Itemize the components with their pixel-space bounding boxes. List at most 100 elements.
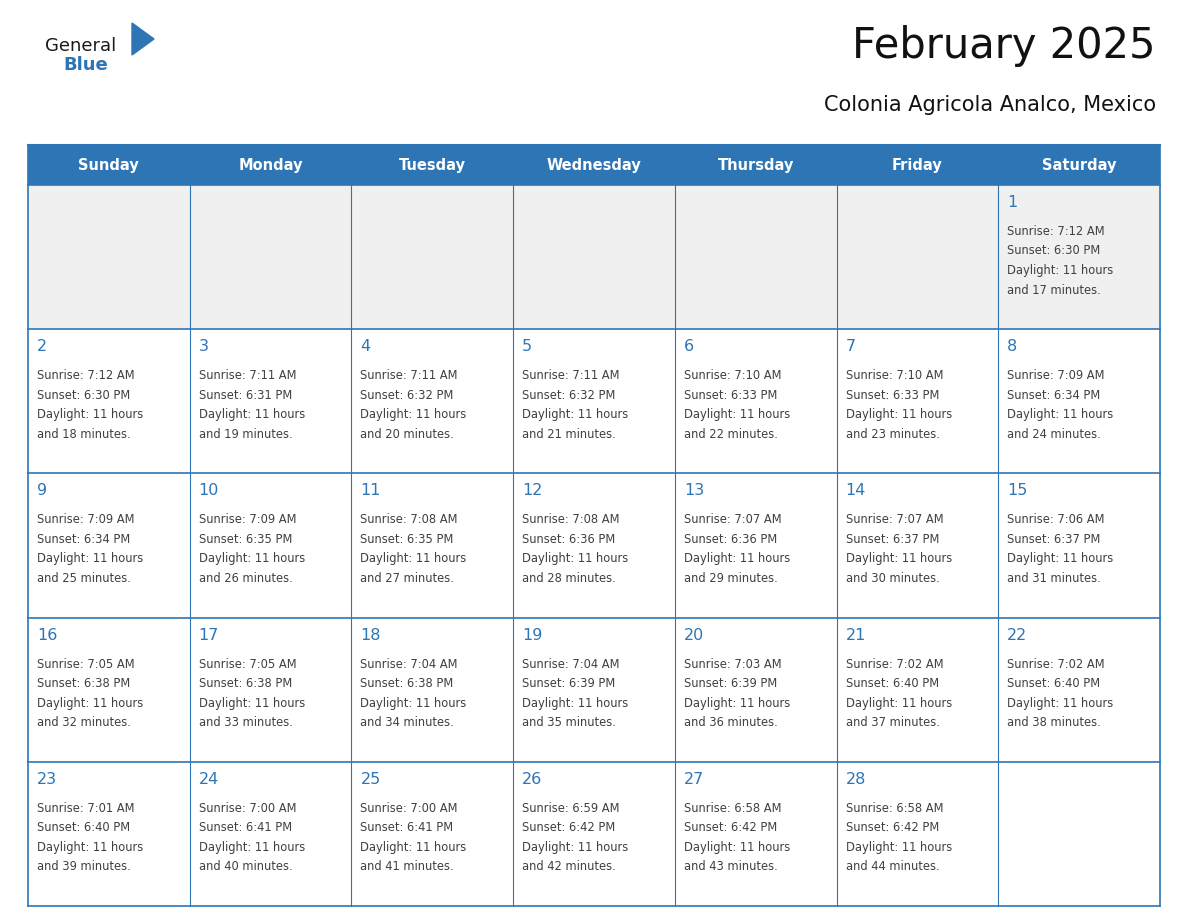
Text: Daylight: 11 hours: Daylight: 11 hours xyxy=(684,697,790,710)
Text: Daylight: 11 hours: Daylight: 11 hours xyxy=(684,409,790,421)
Text: Daylight: 11 hours: Daylight: 11 hours xyxy=(523,553,628,565)
Text: 7: 7 xyxy=(846,339,855,354)
Text: Sunrise: 7:04 AM: Sunrise: 7:04 AM xyxy=(523,657,620,671)
Text: and 24 minutes.: and 24 minutes. xyxy=(1007,428,1101,441)
Text: Daylight: 11 hours: Daylight: 11 hours xyxy=(198,553,305,565)
Text: and 33 minutes.: and 33 minutes. xyxy=(198,716,292,729)
Text: Daylight: 11 hours: Daylight: 11 hours xyxy=(198,697,305,710)
Text: 8: 8 xyxy=(1007,339,1018,354)
Text: Sunrise: 7:12 AM: Sunrise: 7:12 AM xyxy=(37,369,134,382)
Bar xyxy=(29,145,1159,185)
Text: Tuesday: Tuesday xyxy=(399,158,466,173)
Text: and 27 minutes.: and 27 minutes. xyxy=(360,572,454,585)
Text: Sunset: 6:41 PM: Sunset: 6:41 PM xyxy=(360,822,454,834)
Text: Colonia Agricola Analco, Mexico: Colonia Agricola Analco, Mexico xyxy=(823,95,1156,115)
Text: 26: 26 xyxy=(523,772,543,787)
Text: Sunrise: 7:04 AM: Sunrise: 7:04 AM xyxy=(360,657,457,671)
Text: 10: 10 xyxy=(198,484,219,498)
Text: and 22 minutes.: and 22 minutes. xyxy=(684,428,778,441)
Text: Daylight: 11 hours: Daylight: 11 hours xyxy=(846,553,952,565)
Text: 6: 6 xyxy=(684,339,694,354)
Text: Daylight: 11 hours: Daylight: 11 hours xyxy=(684,553,790,565)
Text: 13: 13 xyxy=(684,484,704,498)
Text: Daylight: 11 hours: Daylight: 11 hours xyxy=(1007,553,1113,565)
Text: Daylight: 11 hours: Daylight: 11 hours xyxy=(846,697,952,710)
Text: Sunset: 6:33 PM: Sunset: 6:33 PM xyxy=(684,388,777,402)
Text: 23: 23 xyxy=(37,772,57,787)
Text: Daylight: 11 hours: Daylight: 11 hours xyxy=(523,841,628,854)
Text: Daylight: 11 hours: Daylight: 11 hours xyxy=(1007,409,1113,421)
Text: Daylight: 11 hours: Daylight: 11 hours xyxy=(37,409,144,421)
Text: February 2025: February 2025 xyxy=(853,25,1156,67)
Polygon shape xyxy=(132,23,154,55)
Text: 21: 21 xyxy=(846,628,866,643)
Text: Sunset: 6:39 PM: Sunset: 6:39 PM xyxy=(684,677,777,690)
Text: Sunrise: 6:58 AM: Sunrise: 6:58 AM xyxy=(684,801,782,815)
Text: and 35 minutes.: and 35 minutes. xyxy=(523,716,617,729)
Text: Sunrise: 7:10 AM: Sunrise: 7:10 AM xyxy=(846,369,943,382)
Text: Sunrise: 7:06 AM: Sunrise: 7:06 AM xyxy=(1007,513,1105,526)
Text: Daylight: 11 hours: Daylight: 11 hours xyxy=(198,841,305,854)
Text: and 21 minutes.: and 21 minutes. xyxy=(523,428,615,441)
Text: Sunset: 6:36 PM: Sunset: 6:36 PM xyxy=(523,533,615,546)
Text: Sunset: 6:34 PM: Sunset: 6:34 PM xyxy=(1007,388,1100,402)
Text: 27: 27 xyxy=(684,772,704,787)
Text: Sunrise: 7:09 AM: Sunrise: 7:09 AM xyxy=(1007,369,1105,382)
Text: 17: 17 xyxy=(198,628,219,643)
Text: Sunrise: 7:07 AM: Sunrise: 7:07 AM xyxy=(684,513,782,526)
Text: Sunrise: 6:59 AM: Sunrise: 6:59 AM xyxy=(523,801,620,815)
Text: and 26 minutes.: and 26 minutes. xyxy=(198,572,292,585)
Text: Sunset: 6:37 PM: Sunset: 6:37 PM xyxy=(1007,533,1100,546)
Text: Daylight: 11 hours: Daylight: 11 hours xyxy=(360,409,467,421)
Text: Sunrise: 7:12 AM: Sunrise: 7:12 AM xyxy=(1007,225,1105,238)
Text: Sunrise: 7:11 AM: Sunrise: 7:11 AM xyxy=(198,369,296,382)
Text: Daylight: 11 hours: Daylight: 11 hours xyxy=(37,553,144,565)
Text: Sunset: 6:32 PM: Sunset: 6:32 PM xyxy=(523,388,615,402)
Text: Daylight: 11 hours: Daylight: 11 hours xyxy=(360,553,467,565)
Text: and 38 minutes.: and 38 minutes. xyxy=(1007,716,1101,729)
Text: Daylight: 11 hours: Daylight: 11 hours xyxy=(37,841,144,854)
Text: Sunday: Sunday xyxy=(78,158,139,173)
Text: 9: 9 xyxy=(37,484,48,498)
Text: 11: 11 xyxy=(360,484,381,498)
Text: and 42 minutes.: and 42 minutes. xyxy=(523,860,615,873)
Text: Sunset: 6:33 PM: Sunset: 6:33 PM xyxy=(846,388,939,402)
Text: Sunrise: 7:07 AM: Sunrise: 7:07 AM xyxy=(846,513,943,526)
Text: Sunrise: 7:08 AM: Sunrise: 7:08 AM xyxy=(360,513,457,526)
Text: Sunrise: 7:09 AM: Sunrise: 7:09 AM xyxy=(37,513,134,526)
Text: and 37 minutes.: and 37 minutes. xyxy=(846,716,940,729)
Text: Sunset: 6:40 PM: Sunset: 6:40 PM xyxy=(1007,677,1100,690)
Text: Daylight: 11 hours: Daylight: 11 hours xyxy=(846,409,952,421)
Text: Sunset: 6:38 PM: Sunset: 6:38 PM xyxy=(37,677,131,690)
Text: and 31 minutes.: and 31 minutes. xyxy=(1007,572,1101,585)
Text: Daylight: 11 hours: Daylight: 11 hours xyxy=(1007,697,1113,710)
Text: and 25 minutes.: and 25 minutes. xyxy=(37,572,131,585)
Text: Sunrise: 7:00 AM: Sunrise: 7:00 AM xyxy=(360,801,457,815)
Text: Sunset: 6:35 PM: Sunset: 6:35 PM xyxy=(360,533,454,546)
Text: Sunrise: 7:11 AM: Sunrise: 7:11 AM xyxy=(523,369,620,382)
Text: Sunset: 6:38 PM: Sunset: 6:38 PM xyxy=(198,677,292,690)
Text: and 40 minutes.: and 40 minutes. xyxy=(198,860,292,873)
Text: 28: 28 xyxy=(846,772,866,787)
Text: Wednesday: Wednesday xyxy=(546,158,642,173)
Text: Monday: Monday xyxy=(239,158,303,173)
Text: Daylight: 11 hours: Daylight: 11 hours xyxy=(1007,264,1113,277)
Text: Sunset: 6:30 PM: Sunset: 6:30 PM xyxy=(37,388,131,402)
Text: and 44 minutes.: and 44 minutes. xyxy=(846,860,940,873)
Text: Sunrise: 7:00 AM: Sunrise: 7:00 AM xyxy=(198,801,296,815)
Text: Thursday: Thursday xyxy=(718,158,794,173)
Text: and 28 minutes.: and 28 minutes. xyxy=(523,572,615,585)
Text: 1: 1 xyxy=(1007,195,1018,210)
Text: Sunset: 6:39 PM: Sunset: 6:39 PM xyxy=(523,677,615,690)
Text: Sunset: 6:42 PM: Sunset: 6:42 PM xyxy=(684,822,777,834)
Text: Sunrise: 7:05 AM: Sunrise: 7:05 AM xyxy=(37,657,134,671)
Text: Sunset: 6:42 PM: Sunset: 6:42 PM xyxy=(846,822,939,834)
Text: Sunset: 6:35 PM: Sunset: 6:35 PM xyxy=(198,533,292,546)
Text: and 18 minutes.: and 18 minutes. xyxy=(37,428,131,441)
Text: 16: 16 xyxy=(37,628,57,643)
Text: Saturday: Saturday xyxy=(1042,158,1117,173)
Text: 22: 22 xyxy=(1007,628,1028,643)
Text: Daylight: 11 hours: Daylight: 11 hours xyxy=(684,841,790,854)
Text: Sunrise: 7:01 AM: Sunrise: 7:01 AM xyxy=(37,801,134,815)
Text: and 29 minutes.: and 29 minutes. xyxy=(684,572,778,585)
